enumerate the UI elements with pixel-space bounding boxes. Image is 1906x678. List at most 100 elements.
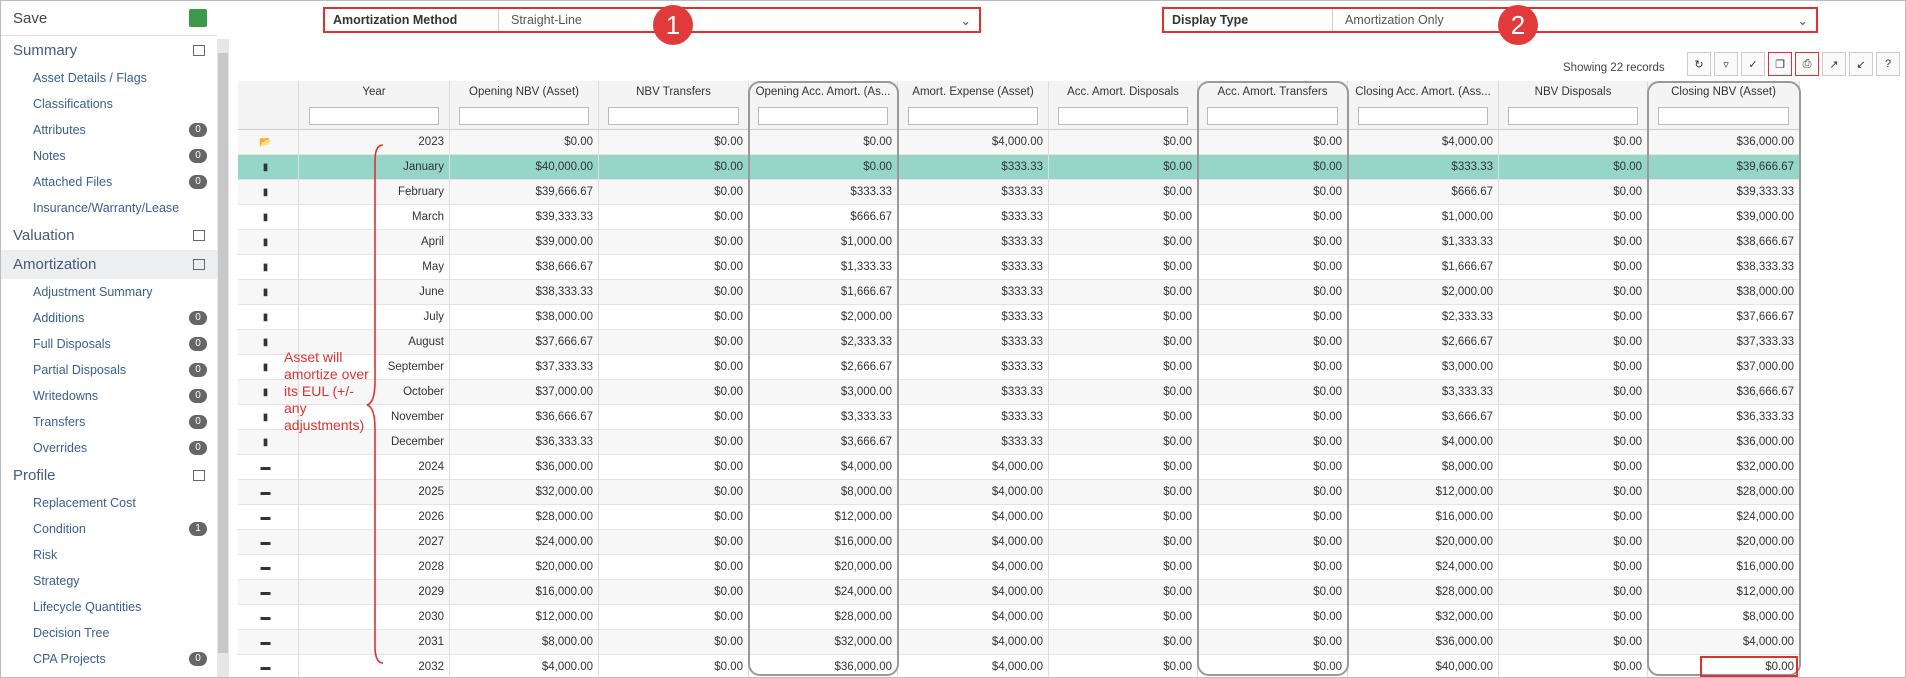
row-icon[interactable]: ▮ [238,305,299,330]
grid-cell: $3,333.33 [1348,380,1499,405]
nav-item[interactable]: Partial Disposals 0 [1,357,217,383]
nav-item[interactable]: Attributes 0 [1,117,217,143]
nav-badge: 0 [189,149,207,163]
grid-cell: $36,000.00 [450,455,599,480]
row-icon[interactable]: 📂 [238,130,299,155]
section-title: Amortization [13,256,97,273]
row-icon[interactable]: ▮ [238,280,299,305]
grid-cell: $0.00 [1198,405,1348,430]
nav-item[interactable]: Overrides 0 [1,435,217,461]
grid-cell: 2032 [299,655,450,677]
column-filter[interactable] [459,107,589,125]
grid-cell: $38,666.67 [450,255,599,280]
grid-cell: $0.00 [1049,255,1198,280]
tool-button[interactable]: ⎙ [1795,52,1819,76]
grid-cell: $0.00 [1198,455,1348,480]
grid-cell: $0.00 [1198,180,1348,205]
row-icon[interactable]: ▬ [238,605,299,630]
nav-label: Adjustment Summary [33,285,153,299]
grid-cell: $0.00 [1049,630,1198,655]
tool-button[interactable]: ✓ [1741,52,1765,76]
column-title: Year [362,86,386,98]
nav-badge: 0 [189,363,207,377]
header-cell: Year [299,81,450,130]
column-filter[interactable] [1357,107,1489,125]
nav-item[interactable]: Full Disposals 0 [1,331,217,357]
nav-section[interactable]: Profile [1,461,217,490]
nav-item[interactable]: Classifications [1,91,217,117]
save-button[interactable]: Save [1,1,217,36]
tool-button[interactable]: ? [1876,52,1900,76]
nav-item[interactable]: Attached Files 0 [1,169,217,195]
row-icon[interactable]: ▮ [238,230,299,255]
column-filter[interactable] [1657,107,1790,125]
nav-item[interactable]: Strategy [1,568,217,594]
nav-item[interactable]: Adjustment Summary [1,279,217,305]
grid-cell: $0.00 [1499,580,1648,605]
row-icon[interactable]: ▮ [238,205,299,230]
row-icon[interactable]: ▮ [238,155,299,180]
nav-item[interactable]: Asset Details / Flags [1,65,217,91]
nav-section[interactable]: Valuation [1,221,217,250]
display-type-select[interactable]: Display Type Amortization Only ⌄ [1162,7,1818,33]
row-icon[interactable]: ▬ [238,505,299,530]
tool-button[interactable]: ▿ [1714,52,1738,76]
grid-cell: $333.33 [898,405,1049,430]
column-filter[interactable] [758,107,888,125]
amortization-method-select[interactable]: Amortization Method Straight-Line ⌄ [323,7,981,33]
tool-button[interactable]: ↙ [1849,52,1873,76]
row-icon[interactable]: ▮ [238,180,299,205]
tool-button[interactable]: ↻ [1687,52,1711,76]
row-icon[interactable]: ▬ [238,530,299,555]
nav-item[interactable]: Notes 0 [1,143,217,169]
row-icon[interactable]: ▬ [238,630,299,655]
nav-item[interactable]: CPA Projects 0 [1,646,217,672]
tool-button[interactable]: ↗ [1822,52,1846,76]
column-filter[interactable] [1207,107,1338,125]
column-filter[interactable] [308,107,440,125]
row-icon[interactable]: ▬ [238,555,299,580]
nav-section[interactable]: Summary [1,36,217,65]
column-filter[interactable] [608,107,739,125]
row-icon[interactable]: ▬ [238,655,299,677]
grid-cell: $24,000.00 [450,530,599,555]
nav-item[interactable]: Additions 0 [1,305,217,331]
nav-item[interactable]: Replacement Cost [1,490,217,516]
grid-cell: $4,000.00 [1648,630,1800,655]
row-icon[interactable]: ▬ [238,580,299,605]
nav-label: CPA Projects [33,652,106,666]
tool-button[interactable]: ❐ [1768,52,1792,76]
column-filter[interactable] [1058,107,1188,125]
nav-item[interactable]: Risk [1,542,217,568]
grid-cell: $0.00 [599,130,749,155]
row-icon[interactable]: ▮ [238,430,299,455]
column-title: NBV Disposals [1534,86,1612,98]
nav-item[interactable]: Insurance/Warranty/Lease [1,195,217,221]
nav-item[interactable]: Transfers 0 [1,409,217,435]
row-icon[interactable]: ▬ [238,455,299,480]
grid-cell: $0.00 [1198,155,1348,180]
nav-item[interactable]: Writedowns 0 [1,383,217,409]
row-icon[interactable]: ▮ [238,330,299,355]
header-cell: NBV Transfers [599,81,749,130]
annotation-brace [366,144,384,664]
grid-cell: $0.00 [1198,555,1348,580]
row-icon[interactable]: ▮ [238,255,299,280]
row-icon[interactable]: ▮ [238,405,299,430]
nav-item[interactable]: Condition 1 [1,516,217,542]
nav-item[interactable]: Lifecycle Quantities [1,594,217,620]
row-icon[interactable]: ▬ [238,480,299,505]
grid-cell: $0.00 [599,405,749,430]
grid-cell: $39,666.67 [1648,155,1800,180]
grid-cell: $20,000.00 [450,555,599,580]
column-filter[interactable] [1508,107,1638,125]
row-icon[interactable]: ▮ [238,380,299,405]
grid-cell: $0.00 [599,580,749,605]
grid-cell: $16,000.00 [450,580,599,605]
grid-cell: $0.00 [599,180,749,205]
grid-cell: $0.00 [1499,280,1648,305]
column-filter[interactable] [907,107,1039,125]
row-icon[interactable]: ▮ [238,355,299,380]
nav-section[interactable]: Amortization [1,250,217,279]
nav-item[interactable]: Decision Tree [1,620,217,646]
